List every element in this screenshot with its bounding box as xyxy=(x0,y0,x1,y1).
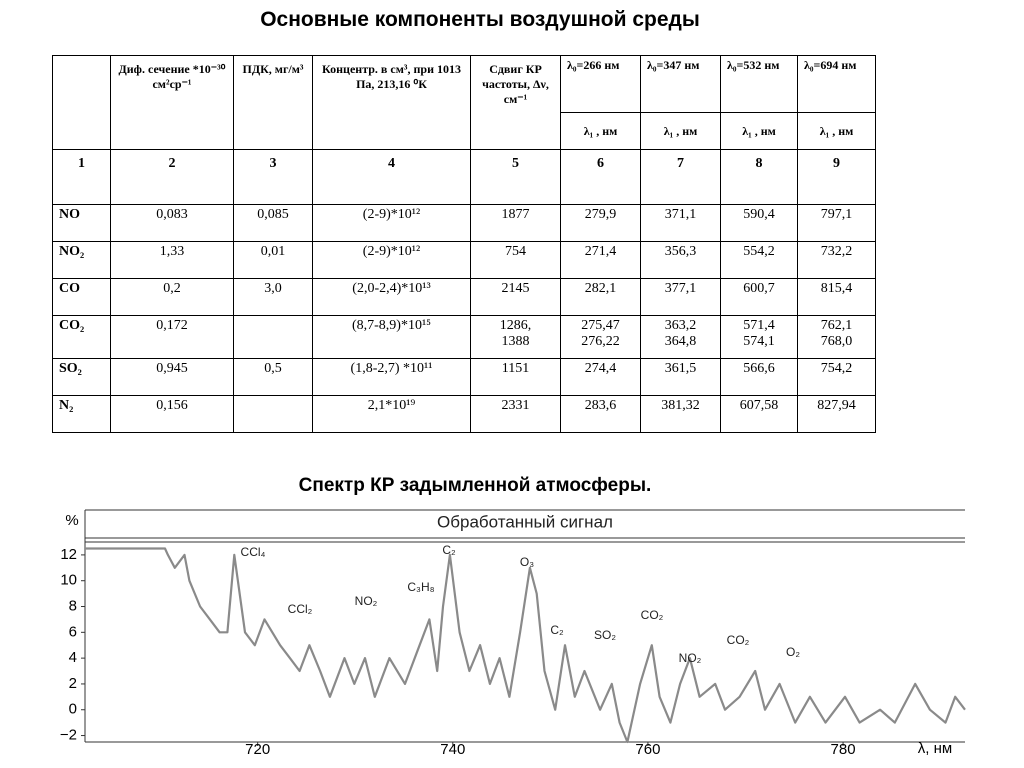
table-cell: NO₂ xyxy=(52,241,111,279)
table-cell: 274,4 xyxy=(560,358,641,396)
x-axis-label: λ, нм xyxy=(918,740,952,757)
table-cell: 6 xyxy=(560,149,641,205)
table-cell: 600,7 xyxy=(720,278,798,316)
table-cell: λ₀=347 нм xyxy=(640,55,721,113)
peak-label: C₂ xyxy=(442,543,456,557)
table-row: N₂ 0,156 2,1*10¹⁹ 2331 283,6 381,32 607,58 827,… xyxy=(52,395,876,433)
table-cell: 0,085 xyxy=(233,204,313,242)
table-cell: 0,5 xyxy=(233,358,313,396)
table-cell: (2-9)*10¹² xyxy=(312,204,471,242)
y-tick-label: 6 xyxy=(69,623,77,640)
table-cell: Концентр. в см³, при 1013 Па, 213,16 ⁰К xyxy=(312,55,471,150)
peak-label: C₃H₈ xyxy=(407,580,434,594)
x-tick-label: 780 xyxy=(831,741,856,758)
table-cell: (8,7-8,9)*10¹⁵ xyxy=(312,315,471,359)
x-tick-label: 760 xyxy=(635,741,660,758)
table-cell: 1151 xyxy=(470,358,561,396)
chart-heading: Спектр КР задымленной атмосферы. xyxy=(298,475,652,496)
table-row: λ₁ , нм λ₁ , нм λ₁ , нм λ₁ , нм xyxy=(53,112,876,150)
table-cell: λ₁ , нм xyxy=(797,112,876,150)
table-cell: 2331 xyxy=(470,395,561,433)
y-axis-label: % xyxy=(65,512,78,529)
peak-label: O₃ xyxy=(520,555,534,569)
table-cell: NO xyxy=(52,204,111,242)
table-cell: 356,3 xyxy=(640,241,721,279)
table-cell: 1286, 1388 xyxy=(470,315,561,359)
peak-label: CO₂ xyxy=(641,608,664,622)
table-cell: 754,2 xyxy=(797,358,876,396)
table-cell: 754 xyxy=(470,241,561,279)
table-cell: 0,172 xyxy=(110,315,234,359)
table-cell: 2 xyxy=(110,149,234,205)
table-cell: 282,1 xyxy=(560,278,641,316)
table-cell: 0,2 xyxy=(110,278,234,316)
peak-label: NO₂ xyxy=(679,651,702,665)
table-row: Диф. сечение *10⁻³⁰ см²ср⁻¹ ПДК, мг/м³ Кон… xyxy=(52,55,876,150)
table-cell: N₂ xyxy=(52,395,111,433)
table-cell: 762,1 768,0 xyxy=(797,315,876,359)
y-tick-label: 4 xyxy=(69,649,77,666)
table-cell: λ₁ , нм xyxy=(560,112,641,150)
table-cell: 0,083 xyxy=(110,204,234,242)
table-cell: 0,156 xyxy=(110,395,234,433)
table-cell xyxy=(233,395,313,433)
peak-label: CCl₂ xyxy=(288,602,313,616)
table-row: SO₂ 0,945 0,5 (1,8-2,7) *10¹¹ 1151 274,4 361,5… xyxy=(52,358,876,396)
table-cell: λ₀=266 нм xyxy=(560,55,641,113)
y-tick-label: 12 xyxy=(60,546,77,563)
peak-label: CO₂ xyxy=(727,633,750,647)
table-cell: 0,945 xyxy=(110,358,234,396)
table-cell: λ₀=532 нм xyxy=(720,55,798,113)
table-cell: 9 xyxy=(797,149,876,205)
chart-title: Обработанный сигнал xyxy=(437,512,613,531)
table-cell: λ₁ , нм xyxy=(720,112,798,150)
table-row: NO₂ 1,33 0,01 (2-9)*10¹² 754 271,4 356,3 554,2 7… xyxy=(52,241,876,279)
data-table: Диф. сечение *10⁻³⁰ см²ср⁻¹ ПДК, мг/м³ Кон… xyxy=(52,55,876,433)
table-cell: SO₂ xyxy=(52,358,111,396)
chart-background xyxy=(55,505,975,763)
table-cell: 2,1*10¹⁹ xyxy=(312,395,471,433)
table-cell: 566,6 xyxy=(720,358,798,396)
table-cell: 279,9 xyxy=(560,204,641,242)
peak-label: O₂ xyxy=(786,645,800,659)
y-tick-label: 2 xyxy=(69,675,77,692)
x-tick-label: 720 xyxy=(245,741,270,758)
table-cell: 815,4 xyxy=(797,278,876,316)
table-row: CO₂ 0,172 (8,7-8,9)*10¹⁵ 1286, 1388 275,47 2… xyxy=(52,315,876,359)
x-tick-label: 740 xyxy=(440,741,465,758)
table-cell: 363,2 364,8 xyxy=(640,315,721,359)
table-cell xyxy=(233,315,313,359)
table-cell: 283,6 xyxy=(560,395,641,433)
table-cell xyxy=(52,55,111,150)
table-cell: CO xyxy=(52,278,111,316)
y-tick-label: −2 xyxy=(60,727,77,744)
spectrum-line xyxy=(85,547,966,744)
table-cell: 2145 xyxy=(470,278,561,316)
page-title: Основные компоненты воздушной среды xyxy=(260,8,700,31)
peak-label: CCl₄ xyxy=(241,545,266,559)
y-tick-label: 10 xyxy=(60,572,77,589)
table-cell: λ₀=694 нм xyxy=(797,55,876,113)
table-cell: 827,94 xyxy=(797,395,876,433)
y-tick-label: 0 xyxy=(69,701,77,718)
table-cell: Сдвиг КР частоты, Δν, см⁻¹ xyxy=(470,55,561,150)
y-tick-label: 8 xyxy=(69,597,77,614)
peak-label: C₂ xyxy=(550,623,564,637)
table-cell: 271,4 xyxy=(560,241,641,279)
peak-label: SO₂ xyxy=(594,628,616,642)
table-cell: 8 xyxy=(720,149,798,205)
table-cell: 381,32 xyxy=(640,395,721,433)
table-cell: 797,1 xyxy=(797,204,876,242)
table-cell: Диф. сечение *10⁻³⁰ см²ср⁻¹ xyxy=(110,55,234,150)
table-cell: 5 xyxy=(470,149,561,205)
peak-label: NO₂ xyxy=(355,594,378,608)
table-cell: 7 xyxy=(640,149,721,205)
